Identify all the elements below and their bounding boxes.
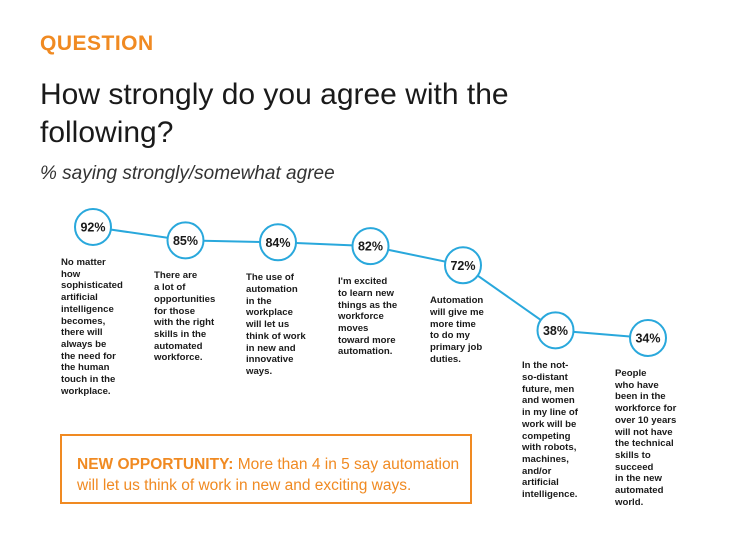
data-label: 72%	[450, 259, 475, 273]
statement-line: sophisticated	[61, 280, 123, 292]
statement-label: No matter how sophisticated artificial intel…	[61, 257, 139, 397]
statement-line: There are	[154, 270, 198, 282]
statement-line: automated	[154, 340, 203, 352]
statement-line: skills to	[615, 449, 651, 461]
statement-line: for those	[154, 305, 196, 317]
data-point	[166, 221, 205, 260]
chart-title: How strongly do you agree with the follo…	[40, 78, 509, 149]
new-opportunity-callout: NEW OPPORTUNITY: More than 4 in 5 say au…	[60, 434, 472, 504]
statement-line: how	[61, 268, 81, 280]
statement-line: will not have	[615, 426, 673, 438]
data-label: 85%	[173, 234, 198, 248]
statement-line: with robots,	[522, 442, 577, 454]
data-point	[536, 311, 575, 350]
statement-line: workforce.	[154, 352, 203, 364]
statement-line: with the right	[154, 317, 215, 329]
statement-label: In the not-so-distant future, men and wome…	[522, 360, 600, 500]
statement-line: automation	[246, 284, 298, 295]
statement-line: think of work	[246, 330, 306, 342]
callout-lead: NEW OPPORTUNITY:	[77, 456, 234, 473]
statement-line: I'm excited	[338, 276, 388, 288]
statement-line: touch in the	[61, 374, 116, 386]
statement-line: the human	[61, 362, 110, 374]
statement-line: and/or	[522, 465, 552, 477]
statement-label: Automation will give me more time to do my p…	[430, 295, 508, 365]
statement-line: automated	[615, 485, 664, 497]
statement-line: artificial	[522, 477, 559, 489]
statement-line: in my line of	[522, 407, 578, 419]
statement-line: In the not-	[522, 360, 569, 372]
statement-line: primary job	[430, 342, 483, 354]
statement-line: automation.	[338, 346, 393, 358]
statement-line: will give me	[430, 306, 484, 318]
data-label: 38%	[543, 324, 568, 338]
statement-line: duties.	[430, 353, 461, 365]
statement-line: will let us	[246, 319, 290, 331]
statement-label: I'm excited to learn new things as the work…	[338, 276, 416, 358]
statement-line: future, men	[522, 383, 575, 395]
statement-line: moves	[338, 322, 369, 334]
statement-label: The use of automation in the workplace will …	[246, 272, 324, 377]
statement-line: there will	[61, 327, 103, 339]
statement-line: innovative	[246, 354, 294, 366]
statement-line: toward more	[338, 334, 396, 346]
statement-line: been in the	[615, 391, 666, 403]
statement-line: a lot of	[154, 282, 186, 294]
statement-line: work will be	[522, 418, 577, 430]
statement-line: more time	[430, 318, 476, 330]
statement-line: always be	[61, 338, 107, 350]
statement-line: so-distant	[522, 372, 568, 384]
statement-label: There are a lot of opportunities for those w…	[154, 270, 232, 364]
data-point	[351, 227, 390, 266]
question-kicker: QUESTION	[40, 32, 154, 55]
data-point	[444, 246, 482, 285]
statement-line: in new and	[246, 342, 296, 354]
statement-line: opportunities	[154, 293, 216, 305]
data-label: 92%	[80, 221, 105, 235]
statement-line: Automation	[430, 295, 484, 307]
statement-line: becomes,	[61, 315, 106, 327]
statement-line: to do my	[430, 330, 470, 342]
statement-line: No matter	[61, 257, 106, 268]
statement-line: world.	[615, 496, 644, 508]
data-point	[74, 208, 112, 246]
callout-text: More than 4 in 5 say automation will let…	[77, 456, 460, 494]
statement-line: workplace.	[61, 385, 111, 397]
data-point	[259, 223, 297, 262]
statement-line: intelligence	[61, 303, 114, 315]
statement-line: skills in the	[154, 328, 207, 340]
statement-line: succeed	[615, 461, 654, 473]
statement-line: in the	[246, 295, 272, 307]
statement-line: over 10 years	[615, 414, 677, 426]
statement-line: People	[615, 368, 647, 379]
statement-line: workplace	[246, 307, 293, 319]
statement-line: ways.	[246, 365, 273, 377]
statement-line: things as the	[338, 299, 398, 311]
statement-line: machines,	[522, 453, 569, 465]
chart-subtitle: % saying strongly/somewhat agree	[40, 163, 335, 184]
statement-line: and women	[522, 395, 575, 407]
statement-line: to learn new	[338, 287, 394, 299]
data-label: 82%	[358, 240, 383, 254]
statement-line: the need for	[61, 350, 116, 362]
statement-line: in the new	[615, 473, 662, 485]
statement-label: People who have been in the workforce for ov…	[615, 368, 693, 508]
statement-line: intelligence.	[522, 489, 578, 501]
data-point	[629, 319, 667, 357]
data-label: 84%	[265, 236, 290, 250]
data-label: 34%	[635, 332, 660, 346]
statement-line: workforce	[338, 311, 384, 323]
statement-line: who have	[615, 379, 659, 391]
statement-line: The use of	[246, 272, 294, 284]
statement-line: competing	[522, 430, 571, 442]
statement-line: artificial	[61, 292, 98, 304]
statement-line: workforce for	[615, 403, 677, 415]
statement-line: the technical	[615, 438, 674, 450]
